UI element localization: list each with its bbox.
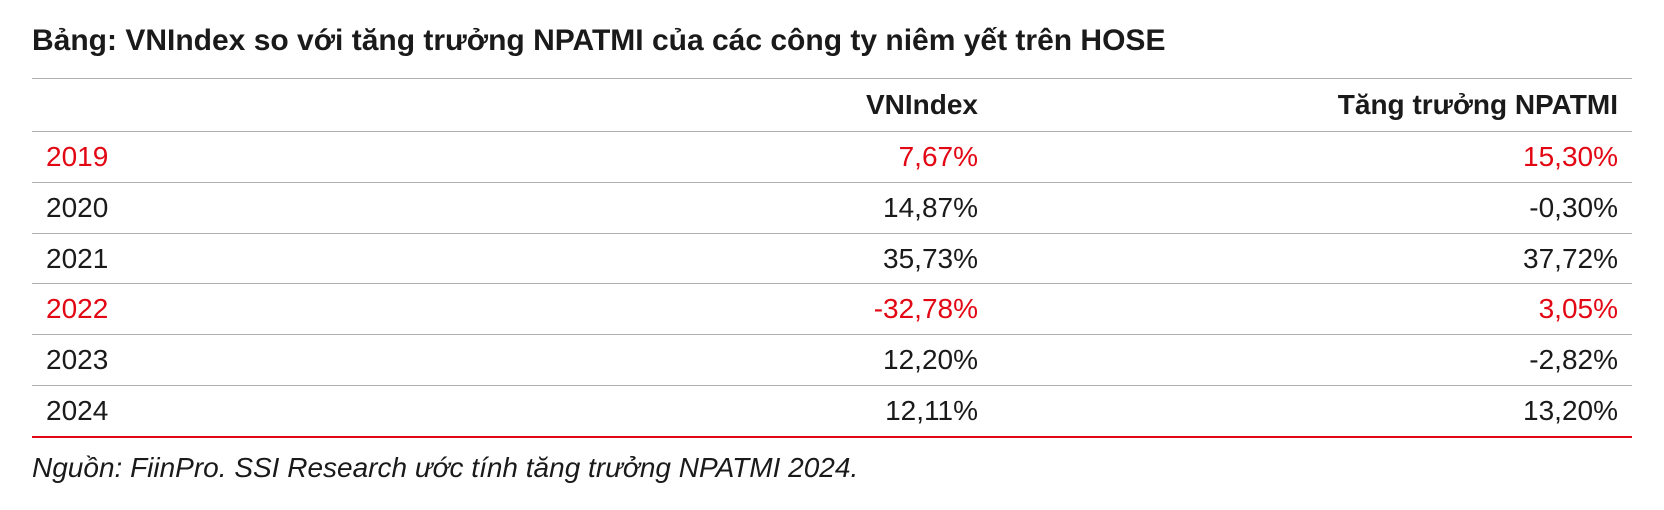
cell-npatmi: 13,20% (992, 385, 1632, 436)
col-npatmi-header: Tăng trưởng NPATMI (992, 79, 1632, 132)
table-row: 2022-32,78%3,05% (32, 284, 1632, 335)
cell-npatmi: 3,05% (992, 284, 1632, 335)
cell-year: 2023 (32, 335, 512, 386)
cell-year: 2024 (32, 385, 512, 436)
cell-vnindex: 12,20% (512, 335, 992, 386)
vnindex-table: VNIndex Tăng trưởng NPATMI 20197,67%15,3… (32, 78, 1632, 438)
cell-vnindex: 35,73% (512, 233, 992, 284)
header-row: VNIndex Tăng trưởng NPATMI (32, 79, 1632, 132)
col-vnindex-header: VNIndex (512, 79, 992, 132)
cell-year: 2019 (32, 132, 512, 183)
cell-npatmi: -0,30% (992, 182, 1632, 233)
cell-vnindex: 12,11% (512, 385, 992, 436)
cell-vnindex: -32,78% (512, 284, 992, 335)
cell-vnindex: 7,67% (512, 132, 992, 183)
cell-year: 2021 (32, 233, 512, 284)
source-note: Nguồn: FiinPro. SSI Research ước tính tă… (32, 452, 1632, 484)
cell-npatmi: -2,82% (992, 335, 1632, 386)
cell-vnindex: 14,87% (512, 182, 992, 233)
table-title: Bảng: VNIndex so với tăng trưởng NPATMI … (32, 24, 1632, 58)
table-row: 202412,11%13,20% (32, 385, 1632, 436)
cell-npatmi: 37,72% (992, 233, 1632, 284)
table-row: 20197,67%15,30% (32, 132, 1632, 183)
table-row: 202135,73%37,72% (32, 233, 1632, 284)
table-body: 20197,67%15,30%202014,87%-0,30%202135,73… (32, 132, 1632, 437)
col-year-header (32, 79, 512, 132)
cell-npatmi: 15,30% (992, 132, 1632, 183)
table-row: 202014,87%-0,30% (32, 182, 1632, 233)
cell-year: 2022 (32, 284, 512, 335)
table-row: 202312,20%-2,82% (32, 335, 1632, 386)
cell-year: 2020 (32, 182, 512, 233)
